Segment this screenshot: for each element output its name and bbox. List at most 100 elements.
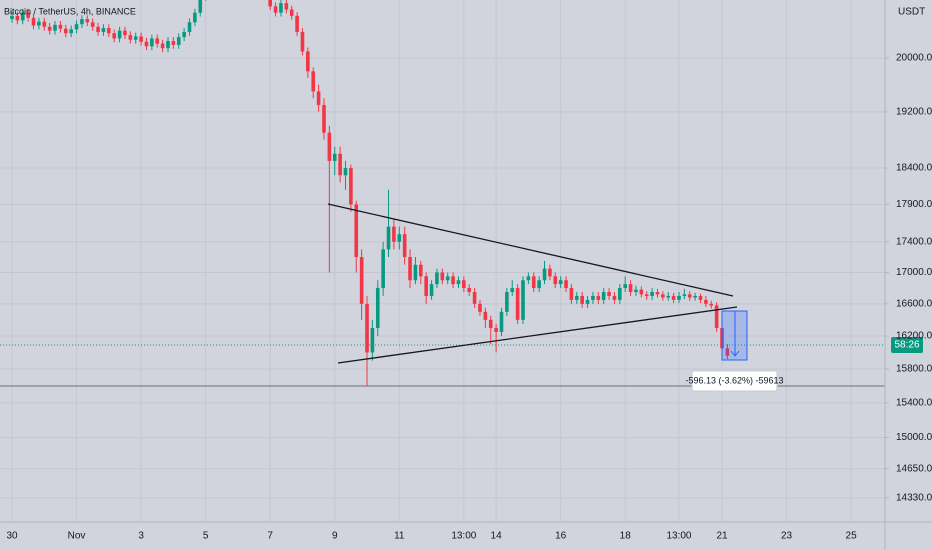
- candle-body: [462, 280, 466, 289]
- candle-body: [515, 288, 520, 320]
- y-tick-label: 17000.00: [896, 267, 932, 278]
- candle-body: [26, 12, 30, 18]
- candle-body: [467, 288, 472, 292]
- candle-body: [666, 295, 671, 298]
- candle-body: [585, 299, 590, 304]
- candle-body: [714, 305, 719, 328]
- candle-body: [424, 276, 428, 296]
- x-tick-label: 16: [555, 531, 567, 542]
- candle-body: [478, 303, 482, 312]
- candle-body: [306, 51, 310, 72]
- y-tick-label: 17900.00: [896, 199, 932, 210]
- candle-body: [607, 291, 611, 296]
- candle-body: [268, 0, 272, 7]
- candle-body: [553, 276, 558, 285]
- x-tick-label: 9: [332, 531, 338, 542]
- y-tick-label: 16600.00: [896, 299, 932, 310]
- x-tick-label: 23: [781, 531, 793, 542]
- candle-body: [650, 291, 654, 296]
- candle-body: [392, 226, 396, 242]
- candle-body: [338, 153, 342, 176]
- x-tick-label: 21: [716, 531, 728, 542]
- candle-body: [327, 132, 332, 161]
- chart-title: Bitcoin / TetherUS, 4h, BINANCE: [4, 6, 136, 16]
- candle-body: [96, 26, 100, 32]
- candle-body: [440, 272, 445, 281]
- candle-body: [90, 22, 95, 27]
- y-tick-label: 15400.00: [896, 397, 932, 408]
- candle-body: [31, 17, 36, 26]
- candle-body: [687, 294, 692, 298]
- candle-body: [133, 36, 138, 40]
- y-tick-label: 15800.00: [896, 364, 932, 375]
- candle-body: [483, 311, 488, 320]
- x-tick-label: 3: [138, 531, 144, 542]
- candle-body: [193, 12, 197, 23]
- candle-body: [112, 33, 117, 39]
- y-tick-label: 19200.00: [896, 107, 932, 118]
- candle-body: [300, 31, 305, 52]
- candle-body: [704, 299, 708, 304]
- grid: [0, 0, 885, 522]
- candle-body: [644, 294, 649, 296]
- candle-body: [548, 268, 552, 277]
- candle-body: [618, 288, 622, 300]
- candle-body: [591, 295, 595, 300]
- measure-arrow-head: [730, 350, 740, 357]
- candle-body: [139, 36, 143, 42]
- candle-body: [107, 28, 111, 34]
- candle-body: [661, 294, 665, 298]
- candle-body: [53, 24, 57, 31]
- candle-body: [397, 234, 402, 242]
- candle-body: [343, 168, 348, 176]
- candle-body: [413, 264, 418, 281]
- candle-body: [182, 31, 186, 38]
- candle-body: [123, 30, 127, 36]
- candle-body: [171, 41, 176, 45]
- candle-body: [273, 6, 278, 13]
- candle-body: [354, 204, 359, 258]
- candle-body: [58, 24, 63, 29]
- candle-body: [634, 289, 638, 292]
- x-tick-label: 7: [267, 531, 273, 542]
- candle-body: [155, 38, 160, 44]
- candle-body: [655, 291, 660, 295]
- candle-body: [709, 303, 714, 306]
- candle-body: [381, 249, 385, 289]
- candle-body: [510, 288, 515, 292]
- candle-body: [569, 288, 574, 300]
- candle-body: [537, 280, 541, 289]
- candle-body: [166, 41, 170, 49]
- candle-body: [187, 22, 192, 32]
- candle-body: [198, 0, 203, 13]
- candle-body: [451, 276, 455, 285]
- candle-body: [117, 30, 122, 39]
- candle-body: [370, 327, 375, 353]
- candle-body: [671, 295, 676, 300]
- candle-body: [677, 295, 681, 300]
- candle-body: [408, 257, 412, 281]
- candle-body: [386, 226, 391, 250]
- candle-body: [682, 294, 687, 296]
- candle-body: [564, 280, 568, 289]
- candle-body: [445, 276, 450, 281]
- candle-body: [279, 3, 283, 13]
- candle-body: [494, 327, 498, 332]
- candle-body: [359, 257, 364, 304]
- candle-body: [375, 288, 380, 328]
- countdown-box: [891, 337, 923, 353]
- candle-body: [42, 21, 47, 27]
- trend-line-lower: [337, 306, 738, 364]
- candle-body: [402, 234, 407, 258]
- x-tick-label: 30: [6, 531, 18, 542]
- candle-body: [332, 153, 337, 161]
- x-tick-label: 18: [620, 531, 632, 542]
- candles: [10, 0, 730, 386]
- candle-body: [612, 295, 617, 300]
- x-tick-label: 5: [203, 531, 209, 542]
- candle-body: [601, 291, 606, 300]
- candle-body: [101, 28, 106, 32]
- x-tick-label: 11: [394, 531, 405, 542]
- currency-label: USDT: [898, 7, 925, 18]
